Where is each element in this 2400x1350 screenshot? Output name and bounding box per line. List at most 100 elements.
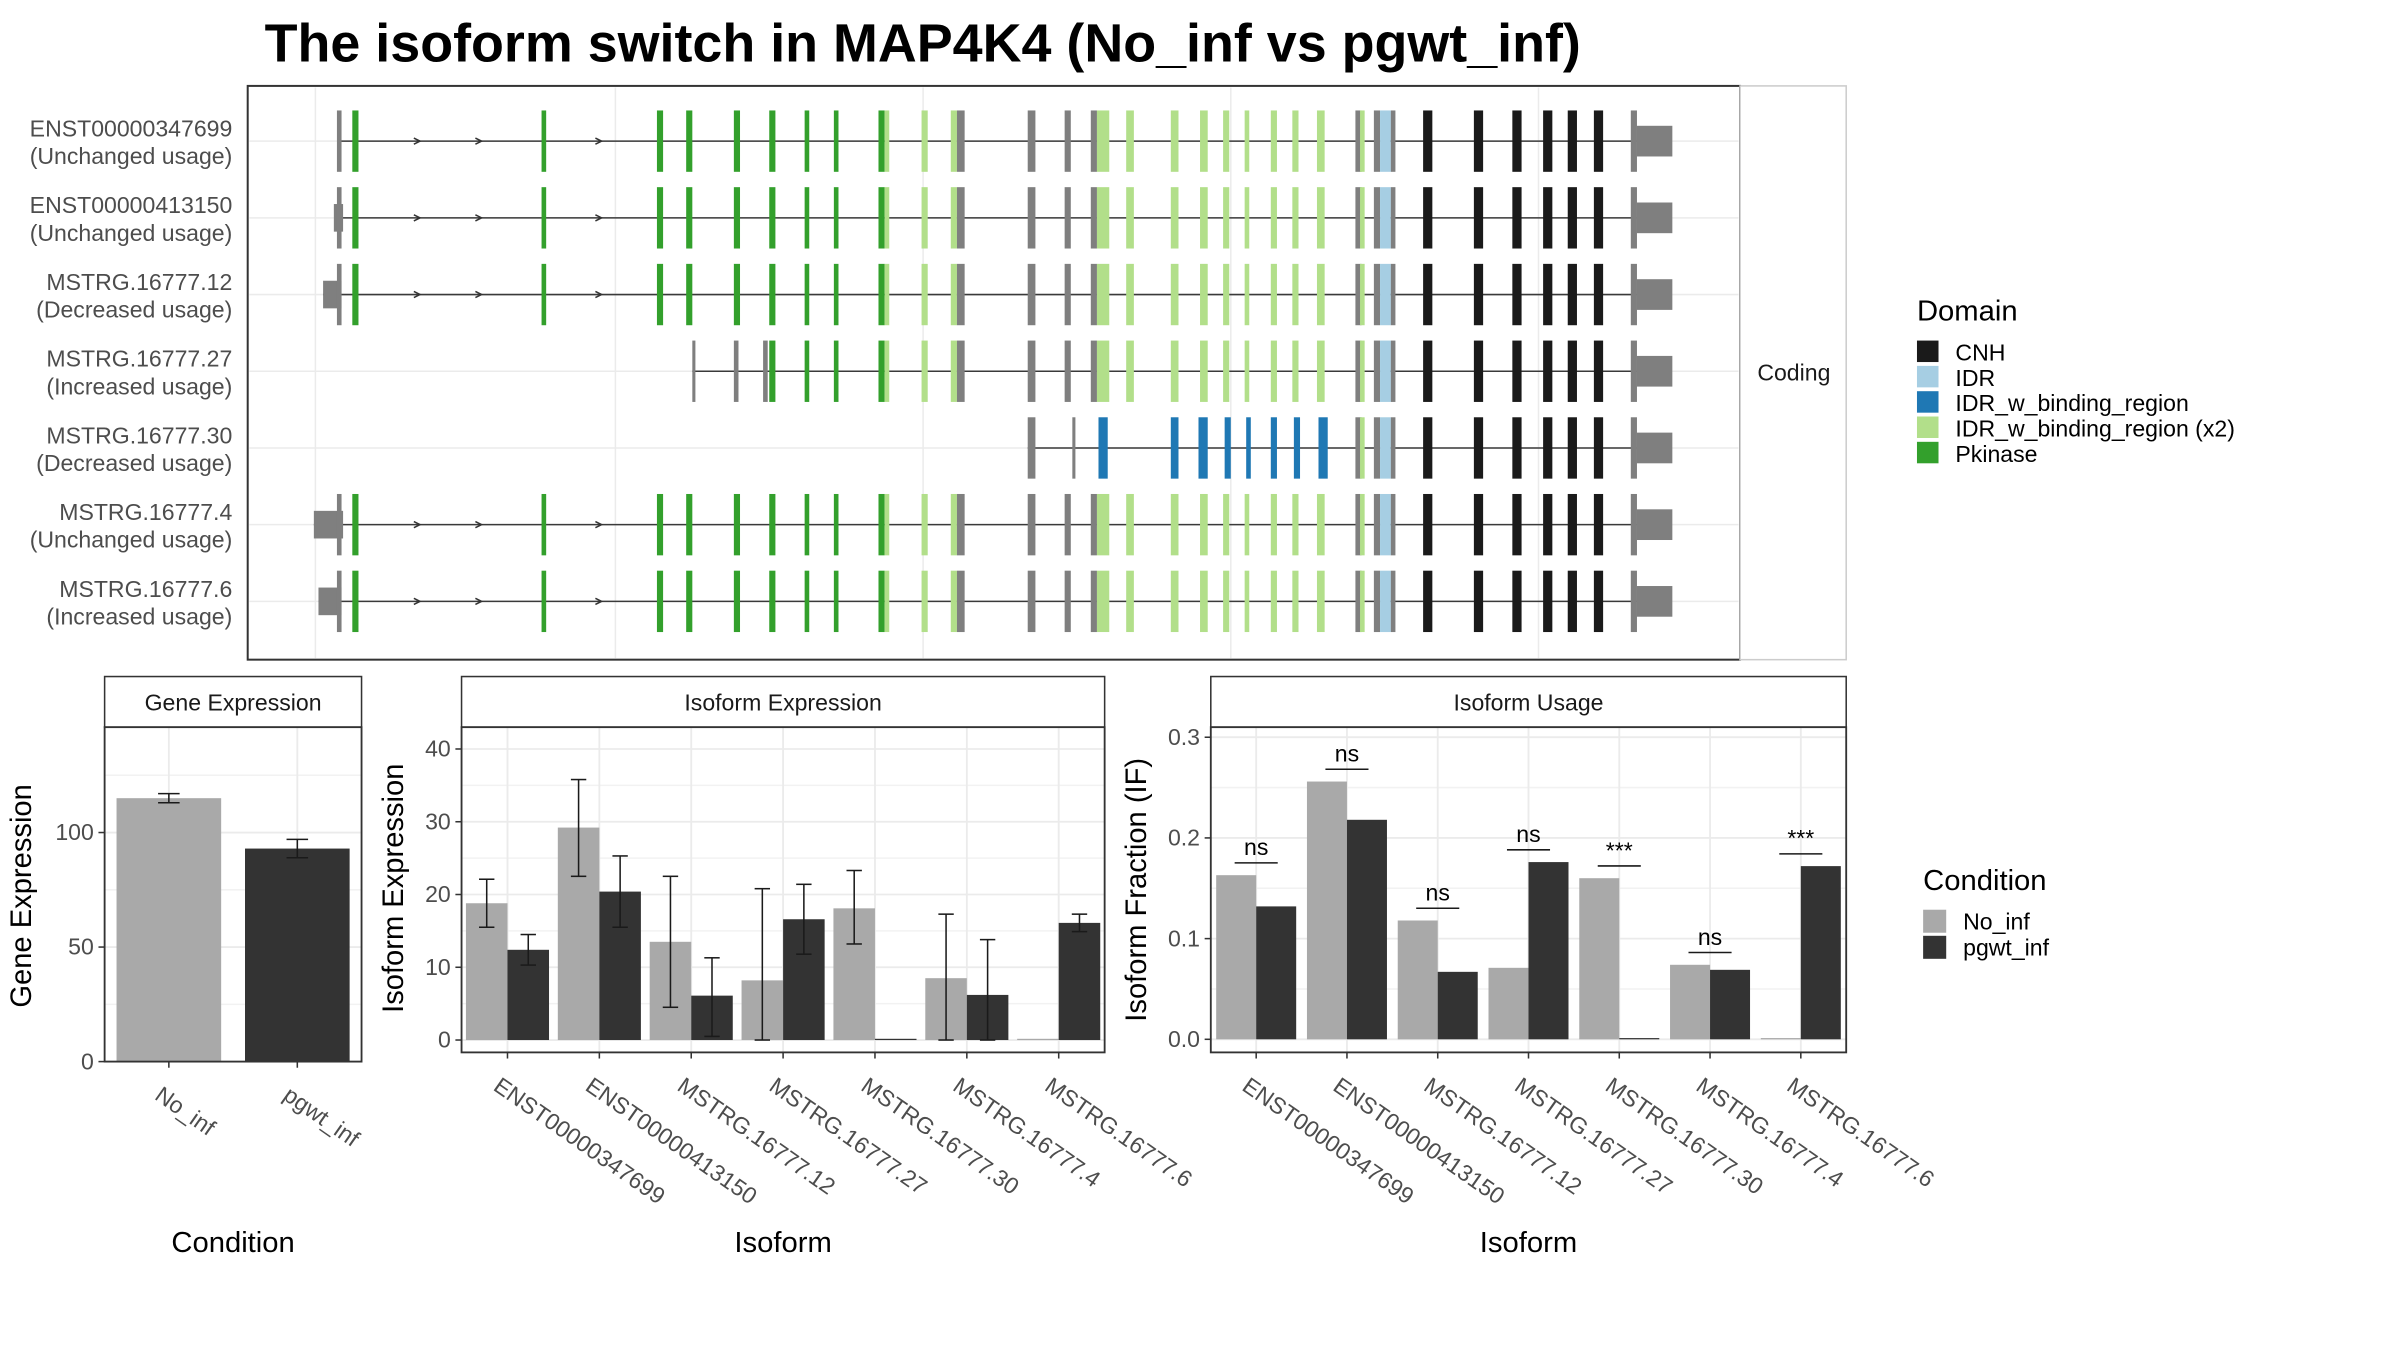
- exon: [1064, 340, 1071, 402]
- strand-arrow: [413, 137, 422, 145]
- significance-label: ***: [1606, 837, 1633, 863]
- exon: [1224, 417, 1231, 479]
- exon: [1543, 263, 1553, 326]
- strand-arrow: [595, 597, 604, 606]
- bar: [1670, 964, 1711, 1040]
- bar: [1306, 781, 1347, 1040]
- exon: [541, 263, 547, 326]
- exon: [956, 570, 965, 633]
- exon: [1270, 110, 1277, 172]
- bar: [1346, 819, 1387, 1040]
- strand-arrow: [595, 520, 604, 529]
- exon: [1200, 340, 1208, 402]
- exon: [884, 110, 890, 172]
- exon: [352, 187, 359, 249]
- isoform-id-label: MSTRG.16777.30: [46, 422, 232, 448]
- exon: [1380, 417, 1391, 479]
- exon: [1090, 493, 1097, 556]
- exon: [1630, 570, 1637, 633]
- exon: [1200, 570, 1208, 633]
- exon: [1355, 110, 1362, 172]
- exon: [921, 340, 928, 402]
- isoform-usage-label: (Decreased usage): [36, 297, 232, 323]
- exon: [1423, 263, 1433, 326]
- exon: [1355, 263, 1362, 326]
- exon: [541, 493, 547, 556]
- exon: [1390, 417, 1396, 479]
- exon: [1270, 570, 1277, 633]
- strand-arrow: [413, 597, 422, 606]
- exon: [884, 493, 890, 556]
- exon: [1355, 417, 1362, 479]
- strand-arrow: [475, 137, 484, 145]
- exon: [1355, 570, 1362, 633]
- isoform-usage-label: (Decreased usage): [36, 450, 232, 476]
- exon: [1293, 417, 1301, 479]
- bar: [1528, 862, 1569, 1040]
- exon: [833, 493, 839, 556]
- exon: [950, 570, 957, 633]
- exon: [1380, 493, 1391, 556]
- domain-legend: Domain CNHIDRIDR_w_binding_regionIDR_w_b…: [1916, 296, 2235, 467]
- significance-label: ns: [1426, 880, 1450, 906]
- exon: [1543, 187, 1553, 249]
- exon: [1096, 493, 1110, 556]
- gene-expression-y-label: Gene Expression: [6, 784, 38, 1007]
- exon: [1512, 110, 1522, 172]
- exon: [950, 110, 957, 172]
- exon: [1096, 263, 1110, 326]
- exon: [884, 340, 890, 402]
- exon: [1223, 187, 1230, 249]
- domain-legend-label: IDR_w_binding_region: [1955, 390, 2188, 416]
- exon: [1543, 417, 1553, 479]
- exon: [833, 187, 839, 249]
- exon: [733, 263, 741, 326]
- exon: [1096, 570, 1110, 633]
- bar: [874, 1038, 917, 1041]
- structure-panel-border: [246, 84, 1742, 661]
- exon: [1567, 187, 1577, 249]
- exon: [1090, 570, 1097, 633]
- exon: [804, 263, 810, 326]
- y-tick-label: 30: [425, 808, 451, 834]
- exon: [1567, 263, 1577, 326]
- exon: [1380, 340, 1391, 402]
- exon: [1098, 417, 1108, 479]
- x-tick-label: MSTRG.16777.27: [765, 1072, 932, 1200]
- exon: [352, 110, 359, 172]
- isoform-usage-strip-title: Isoform Usage: [1454, 689, 1604, 715]
- isoform-usage-label: (Unchanged usage): [30, 220, 233, 246]
- exon: [1380, 110, 1391, 172]
- exon: [1360, 417, 1365, 479]
- gene-expression-strip: [103, 675, 363, 728]
- exon: [1473, 187, 1484, 249]
- exon: [833, 340, 839, 402]
- exon: [1198, 417, 1208, 479]
- exon: [921, 570, 928, 633]
- exon: [656, 493, 664, 556]
- y-tick-label: 0.2: [1168, 825, 1200, 851]
- gene-expression-strip-title: Gene Expression: [145, 689, 322, 715]
- exon: [1360, 340, 1365, 402]
- isoform-id-label: MSTRG.16777.4: [59, 499, 232, 525]
- condition-legend-swatch: [1923, 909, 1947, 933]
- exon: [769, 263, 776, 326]
- exon: [1090, 340, 1097, 402]
- exon: [692, 340, 696, 402]
- exon: [1630, 263, 1637, 326]
- exon: [1593, 187, 1604, 249]
- exon: [1064, 110, 1071, 172]
- exon: [1292, 110, 1299, 172]
- exon: [1244, 493, 1250, 556]
- exon: [1223, 340, 1230, 402]
- exon: [1512, 263, 1522, 326]
- exon: [769, 110, 776, 172]
- exon: [656, 263, 664, 326]
- exon: [1027, 493, 1036, 556]
- bar: [1760, 1038, 1801, 1040]
- exon: [1126, 187, 1134, 249]
- bar: [1256, 906, 1297, 1040]
- exon: [1360, 263, 1365, 326]
